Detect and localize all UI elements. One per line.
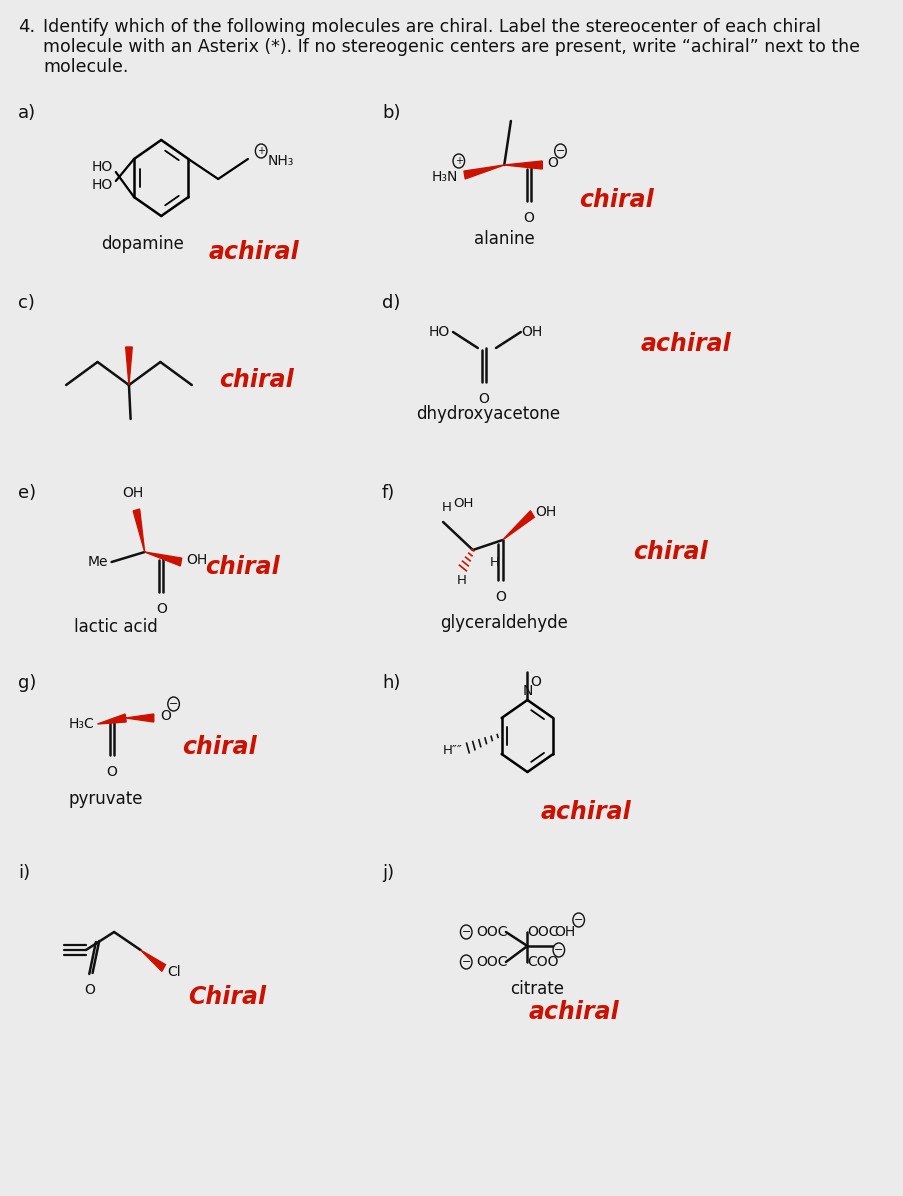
Text: O: O [106, 765, 116, 779]
Text: h): h) [381, 675, 400, 692]
Text: HO: HO [91, 178, 112, 193]
Text: O: O [155, 602, 166, 616]
Circle shape [553, 942, 564, 957]
Text: −: − [573, 915, 582, 925]
Text: 4.: 4. [18, 18, 35, 36]
Circle shape [460, 925, 471, 939]
Text: OH: OH [122, 486, 144, 500]
Text: H: H [489, 556, 498, 569]
Text: OH: OH [186, 553, 207, 567]
Text: OH: OH [554, 925, 574, 939]
Text: g): g) [18, 675, 36, 692]
Text: pyruvate: pyruvate [69, 791, 143, 808]
Text: COO: COO [526, 954, 558, 969]
Text: chiral: chiral [182, 736, 256, 759]
Text: O: O [522, 210, 533, 225]
Text: achiral: achiral [528, 1000, 619, 1024]
Text: lactic acid: lactic acid [74, 618, 157, 636]
Text: molecule.: molecule. [43, 57, 128, 77]
Circle shape [168, 697, 179, 710]
Text: −: − [555, 146, 564, 155]
Polygon shape [98, 714, 126, 724]
Text: achiral: achiral [208, 240, 299, 264]
Text: OOC: OOC [476, 954, 507, 969]
Text: OOC: OOC [526, 925, 558, 939]
Circle shape [554, 144, 565, 158]
Text: molecule with an Asterix (*). If no stereogenic centers are present, write “achi: molecule with an Asterix (*). If no ster… [43, 38, 859, 56]
Text: OH: OH [520, 325, 542, 338]
Text: −: − [554, 945, 563, 954]
Polygon shape [502, 511, 534, 541]
Circle shape [452, 154, 464, 167]
Circle shape [255, 144, 266, 158]
Text: OH: OH [535, 505, 556, 519]
Text: j): j) [381, 864, 394, 881]
Text: a): a) [18, 104, 36, 122]
Text: d): d) [381, 294, 400, 312]
Text: chiral: chiral [578, 188, 653, 212]
Text: i): i) [18, 864, 31, 881]
Text: HO: HO [91, 160, 112, 173]
Text: H: H [441, 501, 451, 514]
Text: −: − [169, 698, 178, 709]
Text: Chiral: Chiral [188, 986, 266, 1009]
Polygon shape [126, 714, 154, 722]
Text: O: O [546, 155, 557, 170]
Text: −: − [461, 957, 470, 968]
Text: H″″: H″″ [442, 744, 462, 757]
Text: dhydroxyacetone: dhydroxyacetone [415, 405, 559, 423]
Text: Me: Me [88, 555, 108, 569]
Text: NH₃: NH₃ [267, 154, 293, 167]
Text: b): b) [381, 104, 400, 122]
Text: O: O [495, 590, 506, 604]
Text: +: + [256, 146, 265, 155]
Text: OOC: OOC [476, 925, 507, 939]
Text: e): e) [18, 484, 36, 502]
Text: O: O [160, 709, 171, 724]
Text: chiral: chiral [219, 368, 293, 392]
Polygon shape [140, 950, 165, 971]
Text: c): c) [18, 294, 35, 312]
Text: chiral: chiral [632, 541, 707, 565]
Polygon shape [126, 347, 132, 385]
Text: −: − [461, 927, 470, 936]
Text: O: O [530, 675, 541, 689]
Text: OH: OH [452, 498, 473, 509]
Text: H: H [456, 574, 466, 587]
Text: O: O [478, 392, 489, 405]
Text: O: O [84, 983, 95, 997]
Text: glyceraldehyde: glyceraldehyde [440, 614, 568, 631]
Polygon shape [133, 509, 144, 553]
Polygon shape [144, 553, 182, 566]
Polygon shape [504, 161, 542, 169]
Text: chiral: chiral [205, 555, 279, 579]
Text: achiral: achiral [540, 800, 630, 824]
Text: N: N [522, 684, 532, 698]
Text: citrate: citrate [510, 980, 563, 997]
Polygon shape [463, 165, 504, 179]
Text: H₃N: H₃N [431, 170, 458, 184]
Text: f): f) [381, 484, 395, 502]
Text: Cl: Cl [167, 965, 181, 980]
Text: alanine: alanine [473, 230, 534, 248]
Text: Identify which of the following molecules are chiral. Label the stereocenter of : Identify which of the following molecule… [43, 18, 820, 36]
Text: +: + [454, 155, 462, 166]
Circle shape [573, 913, 584, 927]
Text: HO: HO [428, 325, 449, 338]
Text: dopamine: dopamine [100, 234, 183, 254]
Text: H₃C: H₃C [69, 716, 94, 731]
Circle shape [460, 954, 471, 969]
Text: achiral: achiral [640, 332, 731, 356]
